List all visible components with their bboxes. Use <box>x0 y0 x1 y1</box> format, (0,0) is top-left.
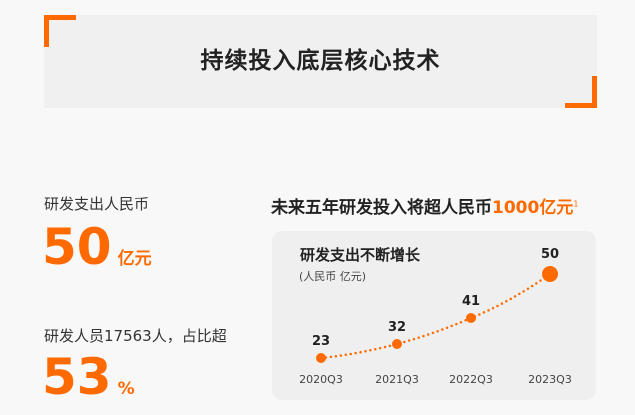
headline-footnote: 1 <box>573 199 579 209</box>
data-point <box>542 266 558 282</box>
rd-spend-unit: 亿元 <box>117 249 152 269</box>
data-point <box>392 339 402 349</box>
rd-spend-label: 研发支出人民币 <box>44 195 150 213</box>
data-point <box>466 313 476 323</box>
x-tick-label: 2020Q3 <box>299 373 343 386</box>
rd-staff-value: 53% <box>42 352 135 402</box>
chart-title: 研发支出不断增长 <box>300 246 421 264</box>
data-label: 23 <box>312 334 330 349</box>
rd-staff-label: 研发人员17563人，占比超 <box>44 327 227 345</box>
corner-bracket-bottom-right <box>565 76 597 108</box>
rd-staff-unit: % <box>117 379 135 399</box>
headline-text: 未来五年研发投入将超人民币 <box>271 198 492 218</box>
rd-staff-number: 53 <box>42 348 112 406</box>
rd-spend-number: 50 <box>42 218 112 276</box>
rd-spend-value: 50 亿元 <box>42 222 152 272</box>
x-tick-label: 2022Q3 <box>449 373 493 386</box>
data-label: 41 <box>462 294 480 309</box>
headline-highlight: 1000亿元 <box>492 198 574 218</box>
x-tick-label: 2023Q3 <box>528 373 572 386</box>
banner-title: 持续投入底层核心技术 <box>200 48 441 74</box>
corner-bracket-top-left <box>44 15 76 47</box>
data-label: 50 <box>541 247 559 262</box>
headline: 未来五年研发投入将超人民币1000亿元1 <box>271 193 578 218</box>
series-line <box>319 272 552 360</box>
data-point <box>316 353 326 363</box>
banner <box>44 15 597 108</box>
data-label: 32 <box>388 320 406 335</box>
chart-card <box>272 231 596 400</box>
chart-subtitle: (人民币 亿元) <box>299 270 367 283</box>
x-tick-label: 2021Q3 <box>375 373 419 386</box>
